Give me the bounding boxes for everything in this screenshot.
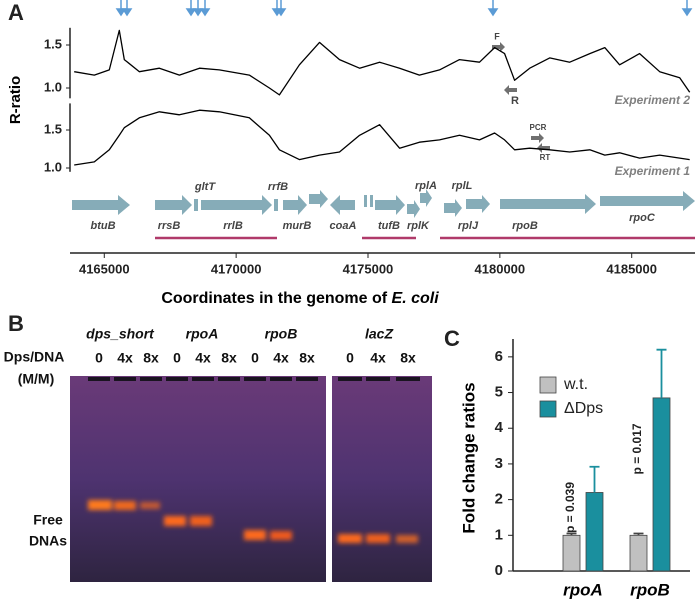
gene-label: rplL [452, 180, 473, 192]
lane-ratio-label: 4x [195, 350, 211, 366]
gene-label: btuB [90, 220, 115, 232]
panel-label: B [8, 311, 24, 336]
lane-ratio-label: 8x [299, 350, 315, 366]
gene-label: murB [283, 220, 312, 232]
gene-label: rplK [407, 220, 430, 232]
p-value: p = 0.017 [630, 423, 644, 474]
x-axis-label-part: E. coli [392, 290, 440, 307]
panel-label: C [444, 326, 460, 351]
x-tick-label: rpoA [563, 580, 603, 599]
y-tick-label: 5 [495, 384, 503, 401]
x-axis-label-part: Coordinates in the genome of [161, 290, 391, 307]
annotation: RT [540, 153, 551, 162]
series-label: Experiment 1 [615, 164, 691, 178]
legend-label: w.t. [563, 376, 588, 393]
error-bar [589, 465, 600, 493]
gene-label: gltT [194, 181, 216, 193]
lane-ratio-label: 8x [221, 350, 237, 366]
primer-arrows [492, 42, 550, 153]
gene-map [72, 189, 695, 218]
gene-label: rrsB [158, 220, 181, 232]
lane-group-label: rpoA [186, 326, 219, 342]
legend-label: ΔDps [564, 400, 603, 417]
ratio-label: (M/M) [18, 371, 55, 387]
ratio-line [74, 29, 691, 96]
gel [332, 376, 432, 582]
series-label: Experiment 2 [615, 93, 691, 107]
annotation: R [511, 95, 519, 107]
lane-ratio-label: 4x [370, 350, 386, 366]
gel-bands [88, 500, 418, 543]
bar [652, 397, 671, 572]
gene-label: rpoC [629, 212, 656, 224]
gene-label: rrfB [268, 181, 288, 193]
x-tick-label: 4165000 [79, 261, 130, 276]
y-tick-label: 0 [495, 562, 503, 579]
y-tick-label: 1.0 [44, 159, 62, 174]
y-tick-label: 3 [495, 455, 503, 472]
lane-ratio-label: 4x [117, 350, 133, 366]
lane-ratio-label: 0 [95, 350, 103, 366]
y-tick-label: 6 [495, 348, 503, 365]
bar [629, 534, 648, 572]
x-tick-label: 4170000 [211, 261, 262, 276]
y-tick-label: 2 [495, 491, 503, 508]
lane-ratio-label: 8x [400, 350, 416, 366]
x-tick-label: 4185000 [606, 261, 657, 276]
lane-ratio-label: 0 [173, 350, 181, 366]
annotation: F [494, 31, 500, 41]
error-bar [566, 532, 577, 536]
lane-ratio-label: 0 [346, 350, 354, 366]
legend-swatch [539, 400, 557, 418]
band-label: DNAs [29, 533, 67, 549]
gel-wells [88, 377, 420, 381]
y-tick-label: 1.0 [44, 79, 62, 94]
y-tick-label: 4 [495, 419, 504, 436]
lane-group-label: rpoB [265, 326, 298, 342]
y-tick-label: 1.5 [44, 36, 62, 51]
lane-ratio-label: 4x [273, 350, 289, 366]
error-bar [656, 348, 667, 398]
bar [562, 534, 581, 572]
lane-ratio-label: 8x [143, 350, 159, 366]
gene-label: rplJ [458, 220, 479, 232]
ratio-label: Dps/DNA [4, 349, 65, 365]
x-tick-label: 4175000 [343, 261, 394, 276]
x-tick-label: rpoB [630, 580, 670, 599]
gel [70, 376, 326, 582]
ratio-line [74, 109, 690, 166]
p-value: p = 0.039 [563, 482, 577, 533]
panel-label: A [8, 0, 24, 25]
y-tick-label: 1.5 [44, 121, 62, 136]
gene-label: rrlB [223, 220, 243, 232]
y-axis-label: Fold change ratios [459, 382, 478, 533]
lane-group-label: dps_short [86, 326, 155, 342]
gene-label: coaA [330, 220, 357, 232]
lane-group-label: lacZ [365, 326, 393, 342]
y-tick-label: 1 [495, 526, 503, 543]
gene-label: rplA [415, 180, 437, 192]
lane-ratio-label: 0 [251, 350, 259, 366]
bar [585, 492, 604, 572]
band-label: Free [33, 512, 63, 528]
x-axis-label: Coordinates in the genome of E. coli [161, 290, 439, 307]
gene-label: tufB [378, 220, 400, 232]
y-axis-label: R-ratio [7, 76, 24, 124]
x-tick-label: 4180000 [475, 261, 526, 276]
gene-label: rpoB [512, 220, 538, 232]
site-arrows [115, 0, 693, 17]
error-bar [633, 532, 644, 536]
legend-swatch [539, 376, 557, 394]
annotation: PCR [530, 123, 547, 132]
